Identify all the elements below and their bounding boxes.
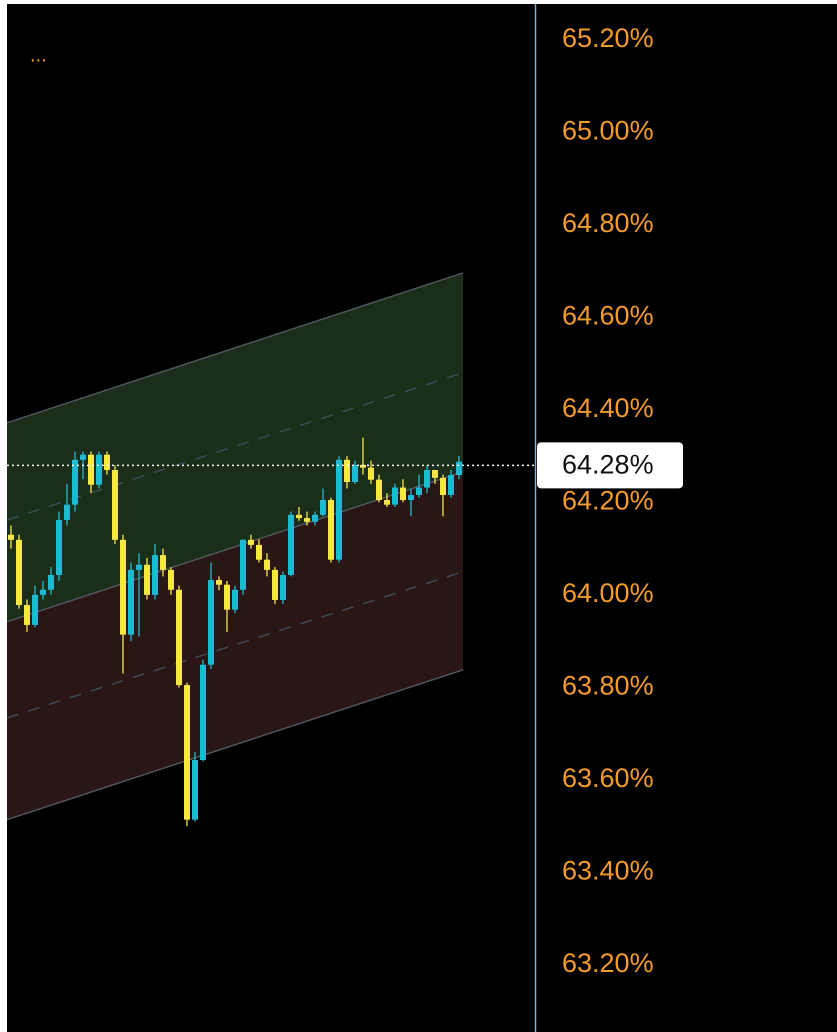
candle-body <box>304 518 310 522</box>
candle-body <box>96 454 102 485</box>
channel-upper-zone <box>7 272 463 622</box>
candle-body <box>352 464 358 483</box>
candle-body <box>328 500 334 560</box>
candle-body <box>376 479 382 501</box>
candle-body <box>392 487 398 505</box>
candle-body <box>24 605 30 625</box>
candle-body <box>440 477 446 495</box>
candle-body <box>200 664 206 761</box>
candle-body <box>128 569 134 635</box>
candle-body <box>344 459 350 483</box>
candle-body <box>384 500 390 505</box>
candle-body <box>336 459 342 560</box>
candle-body <box>432 469 438 478</box>
candle-body <box>104 454 110 470</box>
y-tick-label: 64.20% <box>562 485 654 515</box>
candle-body <box>160 555 166 570</box>
y-tick-label: 64.40% <box>562 393 654 423</box>
candle-body <box>48 574 54 590</box>
channel-lower-zone <box>7 471 463 820</box>
y-tick-label: 63.40% <box>562 856 654 886</box>
candle-body <box>416 487 422 495</box>
channel-line <box>6 669 464 821</box>
y-tick-label: 65.00% <box>562 115 654 145</box>
candle-body <box>8 534 14 540</box>
candle-body <box>280 574 286 600</box>
candle-body <box>120 539 126 635</box>
candle-body <box>296 514 302 519</box>
candle-body <box>360 464 366 468</box>
y-tick-label: 63.20% <box>562 948 654 978</box>
candle-body <box>72 459 78 505</box>
candle-body <box>192 760 198 820</box>
y-tick-label: 63.80% <box>562 671 654 701</box>
y-tick-label: 64.60% <box>562 300 654 330</box>
candle-body <box>232 589 238 610</box>
channel-line <box>6 372 464 521</box>
candle-body <box>40 589 46 595</box>
candle-body <box>224 584 230 610</box>
candle-body <box>368 467 374 480</box>
candle-body <box>16 539 22 606</box>
indicator-menu[interactable]: ... <box>30 44 47 66</box>
candle-body <box>136 564 142 570</box>
candle-body <box>64 504 70 520</box>
y-tick-label: 65.20% <box>562 23 654 53</box>
last-value-label: 64.28% <box>562 449 654 479</box>
candle-body <box>184 685 190 820</box>
candle-body <box>112 469 118 540</box>
candle-body <box>168 569 174 590</box>
candle-body <box>144 564 150 595</box>
candle-body <box>272 569 278 600</box>
candle-body <box>448 475 454 495</box>
candle-body <box>264 559 270 570</box>
candle-body <box>408 494 414 501</box>
candle-body <box>312 514 318 522</box>
y-tick-label: 63.60% <box>562 763 654 793</box>
channel-line <box>6 571 464 719</box>
candle-body <box>56 519 62 575</box>
candle-body <box>456 461 462 476</box>
candle-body <box>240 539 246 590</box>
candle-body <box>216 580 222 585</box>
candle-body <box>248 539 254 545</box>
candle-body <box>208 580 214 665</box>
channel-line <box>6 272 464 424</box>
candle-body <box>152 555 158 595</box>
last-value-box <box>537 442 683 489</box>
candle-body <box>424 469 430 488</box>
candle-body <box>88 454 94 485</box>
candle-body <box>176 589 182 686</box>
candle-body <box>288 514 294 575</box>
candle-body <box>32 594 38 625</box>
candle-body <box>400 487 406 501</box>
y-tick-label: 64.80% <box>562 208 654 238</box>
candle-body <box>80 454 86 460</box>
candle-body <box>256 544 262 560</box>
y-tick-label: 64.00% <box>562 578 654 608</box>
candle-body <box>320 500 326 515</box>
